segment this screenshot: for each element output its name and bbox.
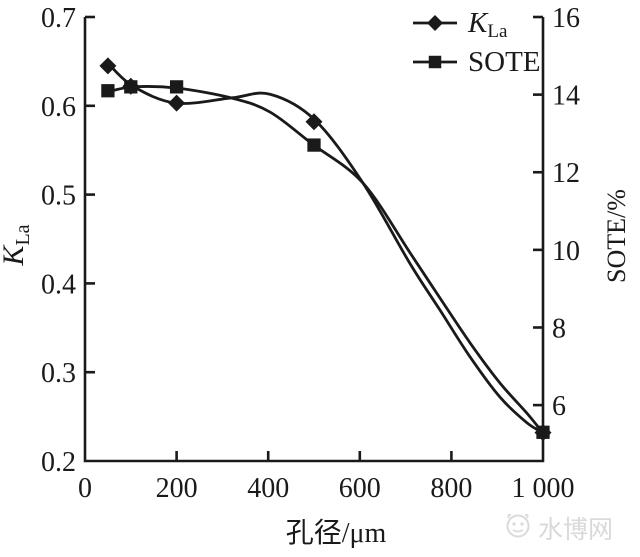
tick-label: 0.3 (41, 358, 76, 389)
tick-label: 0 (78, 473, 92, 504)
legend: KLa SOTE (411, 7, 541, 78)
tick-label: 16 (552, 3, 580, 34)
square-marker (307, 138, 321, 152)
watermark: 水博网 (503, 510, 613, 546)
diamond-marker (427, 15, 443, 31)
tick-label: 0.5 (41, 181, 76, 212)
y-left-axis-label: KLa (0, 190, 34, 300)
series-curve-SOTE (107, 85, 545, 434)
legend-item-SOTE: SOTE (411, 46, 541, 78)
square-marker (169, 80, 184, 94)
y-left-axis-label-sub: La (12, 224, 34, 246)
tick-label: 8 (552, 313, 566, 344)
tick-label: 400 (247, 473, 289, 504)
tick-label: 800 (430, 473, 472, 504)
legend-label-KLa: KLa (468, 7, 508, 42)
tick-label: 0.4 (41, 269, 76, 300)
axis-spines (83, 17, 545, 463)
legend-item-KLa: KLa (411, 7, 541, 42)
watermark-text: 水博网 (538, 515, 614, 544)
tick-label: 14 (552, 81, 580, 112)
diamond-marker (99, 57, 117, 75)
tick-label: 1 000 (512, 473, 575, 504)
y-left-axis-label-main: K (0, 245, 30, 266)
diamond-marker (122, 77, 140, 95)
series-curve-KLa (106, 62, 544, 434)
diamond-marker (168, 94, 186, 112)
tick-label: 10 (552, 236, 580, 267)
y-right-ticks: 16 14 12 10 8 6 (533, 3, 580, 422)
tick-label: 0.6 (41, 92, 76, 123)
diamond-marker (305, 113, 323, 131)
tick-label: 200 (156, 473, 198, 504)
tick-label: 0.2 (41, 447, 76, 478)
tick-label: 6 (552, 391, 566, 422)
x-axis-ticks: 0 200 400 600 800 1 000 (78, 451, 575, 504)
y-right-axis-label: SOTE/% (602, 189, 631, 283)
series-markers-KLa (99, 57, 552, 442)
square-marker (101, 84, 115, 98)
square-legend-marker-icon (413, 55, 457, 69)
diamond-legend-marker-icon (413, 15, 457, 31)
tick-label: 600 (339, 473, 381, 504)
square-marker (428, 55, 442, 69)
y-left-ticks: 0.7 0.6 0.5 0.4 0.3 0.2 (41, 3, 95, 478)
series-markers-SOTE (101, 80, 550, 439)
x-axis-label: 孔径/μm (285, 518, 387, 549)
tick-label: 0.7 (41, 3, 76, 34)
watermark-logo-icon (503, 511, 533, 545)
legend-label-SOTE: SOTE (468, 46, 541, 78)
diamond-marker (534, 424, 552, 442)
tick-label: 12 (552, 158, 580, 189)
